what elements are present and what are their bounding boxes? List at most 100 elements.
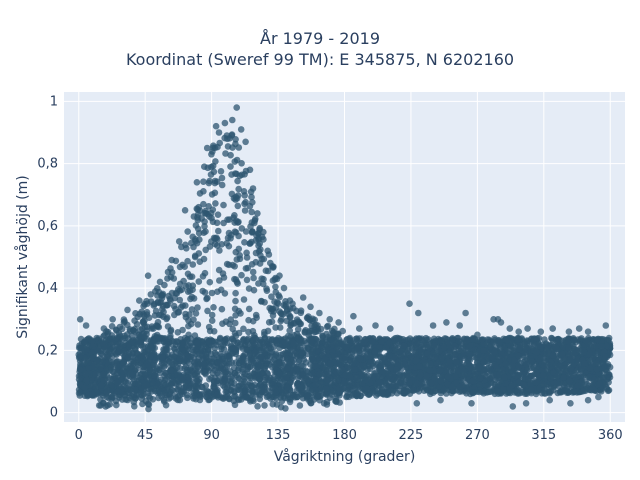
data-point [205, 179, 213, 187]
data-point [395, 335, 402, 343]
data-point [188, 273, 196, 281]
data-point [154, 382, 162, 390]
data-point [217, 286, 225, 294]
data-point [374, 387, 382, 395]
data-point [248, 261, 256, 268]
data-point [310, 396, 318, 403]
data-point [430, 335, 438, 343]
data-point [167, 367, 175, 374]
data-point [246, 240, 253, 247]
data-point [432, 387, 439, 395]
data-point [155, 323, 163, 331]
data-point [231, 228, 239, 235]
data-point [166, 295, 174, 303]
data-point [332, 368, 340, 376]
data-point [129, 380, 136, 388]
data-point [143, 348, 150, 355]
data-point [552, 343, 560, 351]
data-point [232, 312, 239, 319]
data-point [179, 261, 186, 269]
data-point [81, 384, 89, 391]
data-point [451, 351, 459, 359]
data-point [112, 350, 119, 357]
data-point [413, 380, 421, 387]
data-point [272, 288, 280, 296]
data-point [243, 249, 250, 257]
data-point [496, 371, 503, 378]
data-point [269, 277, 277, 284]
data-point [195, 278, 203, 285]
data-point [84, 359, 92, 367]
data-point [593, 359, 600, 367]
data-point [245, 341, 252, 348]
data-point [466, 342, 474, 349]
data-point [231, 330, 239, 337]
data-point [386, 372, 393, 380]
data-point [189, 282, 197, 290]
data-point [424, 387, 431, 394]
data-point [553, 336, 561, 343]
scatter-points [75, 104, 614, 413]
data-point [271, 298, 278, 306]
data-point [218, 174, 226, 182]
data-point [249, 199, 256, 206]
data-point [187, 320, 195, 328]
data-point [192, 236, 199, 243]
data-point [586, 365, 594, 372]
data-point [336, 399, 344, 406]
data-point [227, 163, 234, 170]
data-point [295, 358, 302, 366]
data-point [581, 349, 588, 356]
data-point [188, 306, 196, 313]
data-point [541, 350, 549, 357]
data-point [231, 275, 238, 283]
data-point [256, 260, 264, 267]
data-point [508, 382, 516, 389]
data-point [89, 391, 96, 398]
data-point [205, 338, 212, 346]
data-point [154, 292, 161, 299]
data-point [309, 348, 317, 356]
data-point [119, 368, 127, 375]
data-point [420, 358, 428, 366]
data-point [366, 365, 374, 373]
data-point [176, 296, 184, 304]
data-point [106, 375, 113, 382]
data-point [540, 381, 547, 389]
data-point [206, 327, 214, 335]
data-point [109, 368, 116, 375]
data-point [325, 370, 333, 378]
data-point [194, 225, 202, 233]
data-point [338, 366, 346, 373]
data-point [120, 319, 128, 326]
data-point [255, 280, 262, 287]
data-point [218, 241, 225, 248]
data-point [283, 317, 291, 325]
data-point [400, 342, 408, 350]
data-point [425, 336, 432, 343]
data-point [335, 340, 342, 347]
data-point [333, 330, 341, 338]
data-point [209, 369, 217, 377]
data-point [234, 177, 241, 185]
data-point [463, 390, 470, 397]
data-point [242, 228, 250, 235]
data-point [233, 170, 240, 178]
data-point [245, 285, 253, 292]
data-point [194, 321, 202, 328]
data-point [320, 400, 328, 407]
data-point [232, 289, 239, 297]
data-point [213, 219, 221, 227]
data-point [160, 313, 167, 321]
data-point [233, 156, 241, 164]
data-point [201, 289, 209, 296]
data-point [478, 388, 485, 395]
data-point [139, 363, 147, 371]
data-point [187, 295, 194, 303]
data-point [185, 384, 193, 392]
data-point [547, 374, 554, 382]
data-point [453, 358, 460, 366]
data-point [130, 327, 137, 334]
data-point [150, 337, 157, 345]
data-point [246, 352, 253, 359]
